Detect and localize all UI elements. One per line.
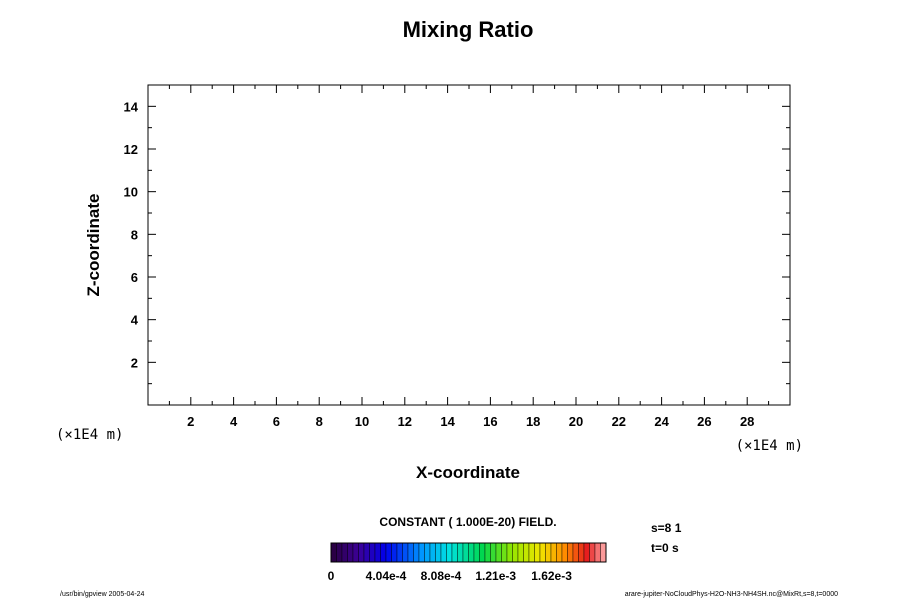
colorbar-cell [352,542,359,563]
colorbar-cell [468,542,475,563]
colorbar-cell [523,542,530,563]
x-axis-label: X-coordinate [416,463,520,482]
y-axis-label: Z-coordinate [84,194,103,297]
colorbar-cell [501,542,508,563]
x-ticks [168,85,770,405]
colorbar-cell [534,542,541,563]
info-line-time: t=0 s [651,541,679,555]
colorbar-cell [446,542,453,563]
field-note: CONSTANT ( 1.000E-20) FIELD. [379,515,556,529]
y-tick-label: 4 [131,313,139,328]
colorbar-tick-label: 1.62e-3 [531,569,572,583]
colorbar-cell [341,542,348,563]
colorbar-frame [330,542,607,563]
colorbar-cell [495,542,502,563]
colorbar-cell [567,542,574,563]
colorbar-cell [490,542,497,563]
y-ticks [148,105,790,385]
colorbar-cell [517,542,524,563]
colorbar-cell [380,542,387,563]
footer-right: arare-jupiter-NoCloudPhys-H2O-NH3-NH4SH.… [625,591,838,598]
colorbar-cell [363,542,370,563]
x-tick-label: 22 [612,414,626,429]
colorbar-cell [336,542,343,563]
colorbar-cell [396,542,403,563]
y-tick-label: 6 [131,270,138,285]
colorbar-tick-label: 8.08e-4 [421,569,462,583]
plot-frame [147,84,791,406]
colorbar-cell [440,542,447,563]
colorbar-cell [358,542,365,563]
colorbar-cell [385,542,392,563]
x-tick-label: 4 [230,414,238,429]
colorbar-cell [473,542,480,563]
colorbar [330,542,607,563]
y-tick-labels: 2 4 6 8 10 12 14 [124,99,139,370]
colorbar-cell [539,542,546,563]
colorbar-cell [512,542,519,563]
y-unit-label: (×1E4 m) [56,427,123,443]
x-tick-label: 14 [440,414,455,429]
colorbar-cell [424,542,431,563]
colorbar-cell [407,542,414,563]
colorbar-cell [589,542,596,563]
colorbar-cell [600,542,607,563]
colorbar-cell [413,542,420,563]
x-tick-label: 28 [740,414,754,429]
colorbar-cell [506,542,513,563]
colorbar-tick-label: 4.04e-4 [366,569,407,583]
x-tick-label: 24 [654,414,669,429]
colorbar-cell [462,542,469,563]
colorbar-cell [528,542,535,563]
x-tick-label: 6 [273,414,280,429]
x-tick-labels: 2 4 6 8 10 12 14 16 18 20 22 24 26 28 [187,414,754,429]
colorbar-cell [545,542,552,563]
x-tick-label: 10 [355,414,369,429]
colorbar-cell [330,542,337,563]
chart-title: Mixing Ratio [403,17,534,42]
y-tick-label: 12 [124,142,138,157]
x-unit-label: (×1E4 m) [736,438,803,454]
colorbar-cell [457,542,464,563]
colorbar-cell [418,542,425,563]
colorbar-cell [550,542,557,563]
colorbar-cell [402,542,409,563]
colorbar-cell [435,542,442,563]
colorbar-cell [561,542,568,563]
x-tick-label: 20 [569,414,583,429]
y-tick-label: 8 [131,227,138,242]
colorbar-tick-label: 1.21e-3 [475,569,516,583]
x-tick-label: 8 [316,414,323,429]
colorbar-cell [347,542,354,563]
colorbar-cell [572,542,579,563]
colorbar-tick-label: 0 [328,569,335,583]
x-tick-label: 16 [483,414,497,429]
colorbar-labels: 0 4.04e-4 8.08e-4 1.21e-3 1.62e-3 [328,569,573,583]
y-tick-label: 14 [124,99,139,114]
x-tick-label: 12 [398,414,412,429]
colorbar-cell [578,542,585,563]
colorbar-cell [556,542,563,563]
info-line-step: s=8 1 [651,521,682,535]
colorbar-cell [484,542,491,563]
colorbar-cell [594,542,601,563]
y-tick-label: 10 [124,185,138,200]
colorbar-cell [479,542,486,563]
x-tick-label: 2 [187,414,194,429]
x-tick-label: 18 [526,414,540,429]
colorbar-cell [391,542,398,563]
colorbar-cell [583,542,590,563]
colorbar-cell [374,542,381,563]
footer-left: /usr/bin/gpview 2005-04-24 [60,591,145,598]
colorbar-cell [451,542,458,563]
colorbar-cell [429,542,436,563]
x-tick-label: 26 [697,414,711,429]
colorbar-cell [369,542,376,563]
y-tick-label: 2 [131,355,138,370]
